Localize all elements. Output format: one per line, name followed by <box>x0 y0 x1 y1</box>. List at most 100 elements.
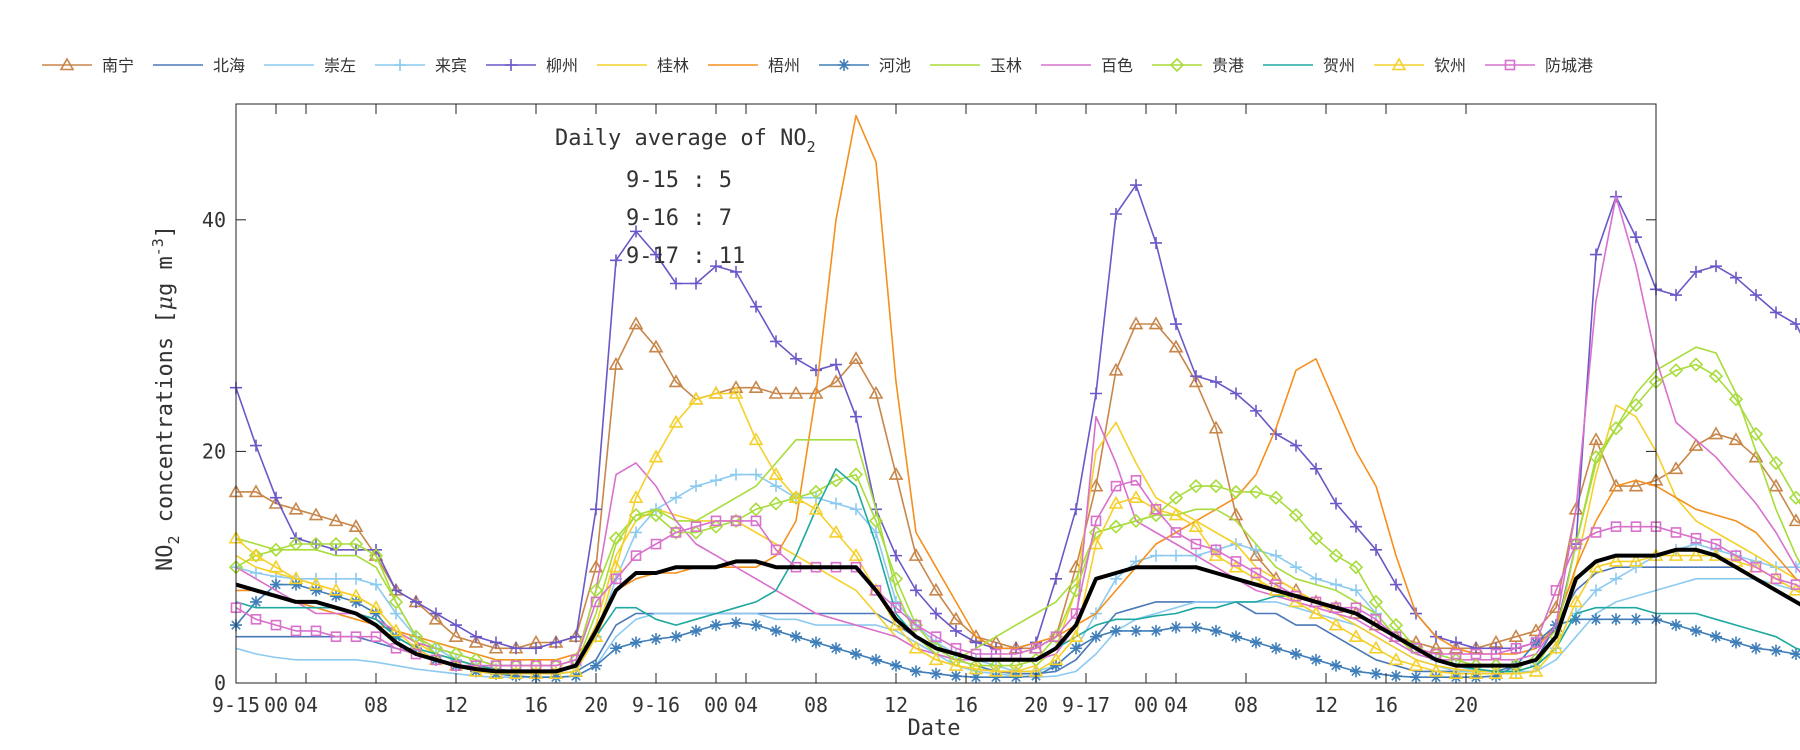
data-point <box>690 480 702 493</box>
data-point <box>1628 397 1644 413</box>
y-tick-label: 40 <box>202 208 226 232</box>
data-point <box>630 225 642 238</box>
data-point <box>1108 362 1124 376</box>
data-point <box>890 549 902 562</box>
data-point <box>1170 549 1182 562</box>
data-point <box>248 484 264 498</box>
data-point <box>1428 663 1444 677</box>
data-point <box>1490 648 1502 660</box>
legend-entry: 贵港 <box>1152 56 1244 75</box>
data-point <box>590 596 602 608</box>
data-point <box>1388 617 1404 633</box>
data-point <box>690 521 702 532</box>
x-tick-label: 04 <box>1164 693 1188 717</box>
data-point <box>630 526 642 539</box>
data-point <box>1728 392 1744 407</box>
data-point <box>1770 306 1782 319</box>
data-point <box>1048 652 1064 666</box>
x-tick-label: 08 <box>804 693 828 717</box>
data-point <box>1668 548 1684 561</box>
data-point <box>730 468 742 481</box>
data-point <box>928 582 944 596</box>
data-point <box>650 538 662 550</box>
data-point <box>1690 624 1702 637</box>
data-point <box>1088 478 1104 492</box>
data-point <box>1608 421 1624 436</box>
data-point <box>1788 490 1800 505</box>
data-point <box>1368 594 1384 610</box>
data-point <box>968 658 984 673</box>
data-point <box>1448 666 1464 680</box>
data-point <box>1730 271 1742 284</box>
data-point <box>1410 642 1422 654</box>
data-point <box>1770 573 1782 585</box>
data-point <box>850 410 862 423</box>
data-point <box>470 630 482 643</box>
data-point <box>730 265 742 278</box>
data-point <box>428 611 444 625</box>
data-point <box>770 624 782 637</box>
data-point <box>710 474 722 487</box>
data-point <box>1588 432 1604 446</box>
data-point <box>850 648 862 661</box>
data-point <box>328 536 344 552</box>
data-point <box>1488 666 1504 680</box>
data-point <box>328 513 344 527</box>
data-point <box>1410 671 1422 684</box>
data-point <box>1550 585 1562 596</box>
series-line <box>235 392 1800 675</box>
x-tick-label: 16 <box>1374 693 1398 717</box>
legend-label: 来宾 <box>435 56 467 75</box>
legend-entry: 钦州 <box>1374 56 1466 75</box>
data-point <box>1150 549 1162 562</box>
data-point <box>1710 260 1722 273</box>
data-point <box>410 595 422 608</box>
data-point <box>1070 503 1082 516</box>
data-point <box>1230 630 1242 643</box>
data-point <box>1128 513 1144 529</box>
plot-frame <box>235 103 1657 684</box>
legend-label: 桂林 <box>657 56 689 75</box>
x-tick-label: 04 <box>294 693 318 717</box>
data-point <box>370 631 382 642</box>
legend-entry: 崇左 <box>264 56 356 75</box>
data-point <box>1750 561 1762 573</box>
data-point <box>710 260 722 273</box>
data-point <box>910 584 922 597</box>
data-point <box>1470 642 1482 655</box>
legend-entry: 梧州 <box>708 56 800 75</box>
data-point <box>1508 629 1524 642</box>
data-point <box>888 466 904 480</box>
data-point <box>848 467 864 482</box>
data-point <box>1690 532 1702 544</box>
data-point <box>1288 507 1304 523</box>
data-point <box>1688 437 1704 451</box>
y-label-close: ] <box>153 225 178 238</box>
legend-label: 柳州 <box>546 56 578 75</box>
x-tick-label: 16 <box>954 693 978 717</box>
y-tick-label: 20 <box>202 439 226 463</box>
data-point <box>1088 536 1104 550</box>
data-point <box>348 536 364 552</box>
annotation-line-1: 9-15 : 5 <box>626 168 732 193</box>
legend-label: 玉林 <box>990 56 1022 75</box>
x-tick-label: 20 <box>584 693 608 717</box>
data-point <box>388 594 404 610</box>
data-point <box>1590 613 1602 626</box>
data-point <box>330 590 342 603</box>
data-point <box>310 584 322 597</box>
x-tick-label: 9-15 <box>212 693 260 717</box>
data-point <box>590 659 602 672</box>
data-point <box>1148 316 1164 330</box>
data-point <box>1630 613 1642 626</box>
data-point <box>788 490 804 505</box>
series-mean <box>235 547 1800 674</box>
legend-entry: 桂林 <box>597 56 689 75</box>
data-point <box>1250 404 1262 417</box>
data-point <box>1708 426 1724 440</box>
data-point <box>1390 578 1402 591</box>
data-point <box>1068 629 1084 642</box>
data-point <box>1070 642 1082 655</box>
data-point <box>1790 318 1800 331</box>
